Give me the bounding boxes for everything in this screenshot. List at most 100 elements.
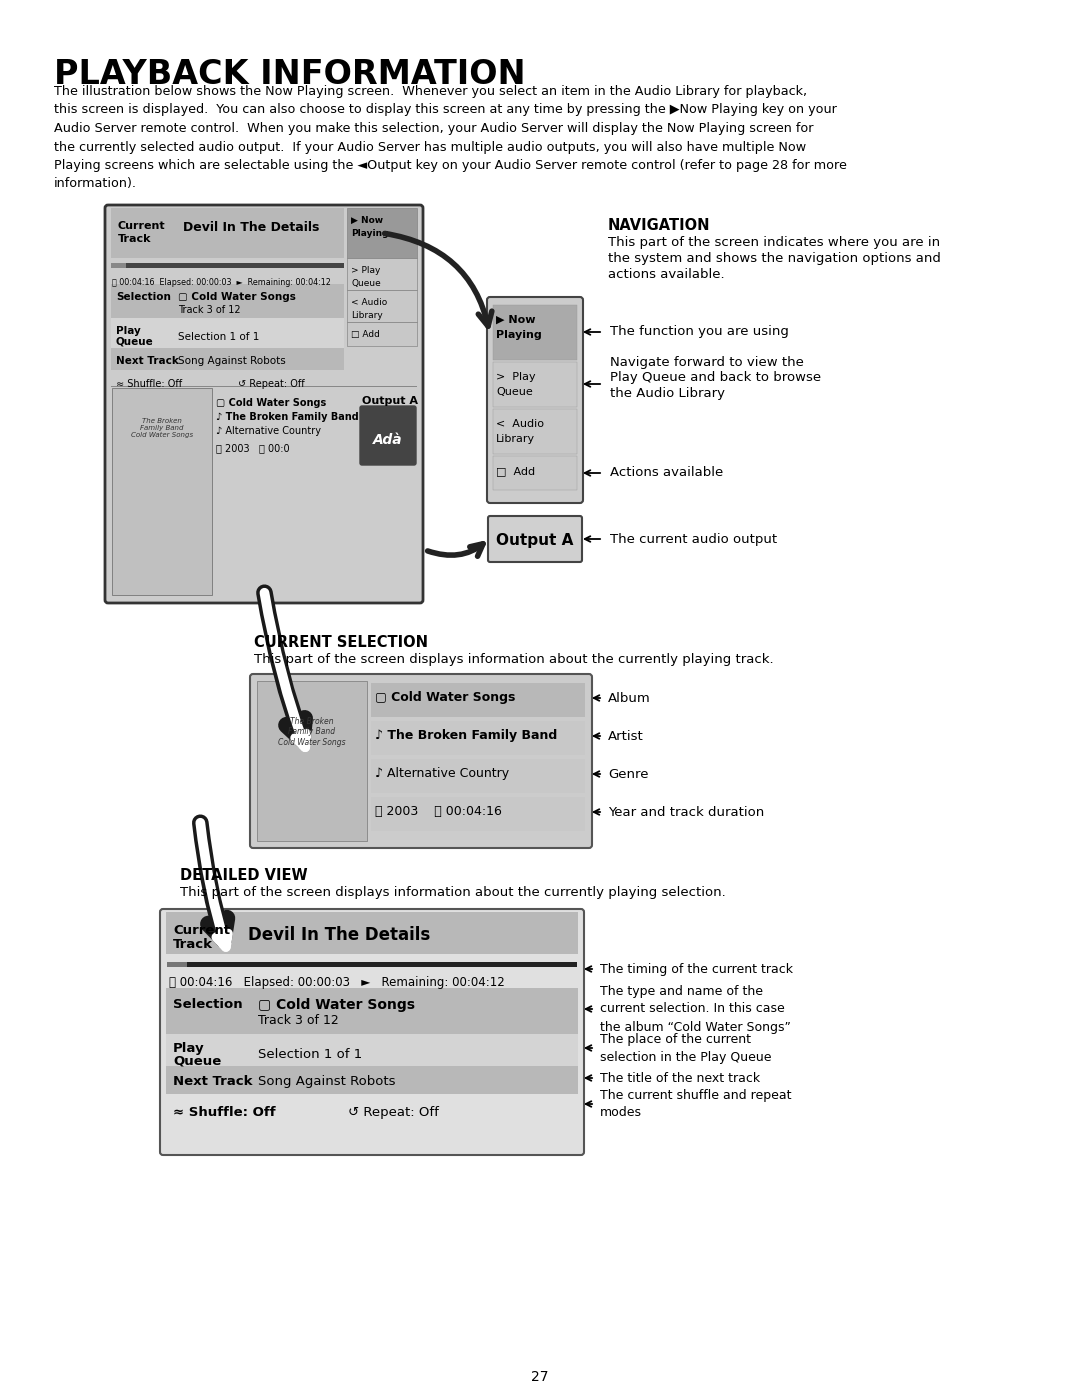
Text: Selection 1 of 1: Selection 1 of 1 [178,332,259,342]
Text: ⌚ 00:04:16  Elapsed: 00:00:03  ►  Remaining: 00:04:12: ⌚ 00:04:16 Elapsed: 00:00:03 ► Remaining… [112,278,330,286]
Text: The place of the current
selection in the Play Queue: The place of the current selection in th… [600,1032,771,1063]
Bar [111,319,345,348]
Text: Queue: Queue [351,279,381,288]
Bar [111,284,345,319]
Text: Devil In The Details: Devil In The Details [183,221,320,235]
Text: Next Track: Next Track [116,356,179,366]
Text: ▶ Now: ▶ Now [496,314,536,326]
FancyBboxPatch shape [360,407,416,465]
Text: Selection 1 of 1: Selection 1 of 1 [258,1048,362,1060]
Text: >  Play: > Play [496,372,536,381]
Text: Queue: Queue [116,337,153,346]
Text: Play Queue and back to browse: Play Queue and back to browse [610,372,821,384]
Text: actions available.: actions available. [608,268,725,281]
Bar [166,988,578,1034]
Text: The illustration below shows the Now Playing screen.  Whenever you select an ite: The illustration below shows the Now Pla… [54,85,847,190]
Bar [111,208,345,258]
Bar [167,963,577,967]
Text: ≈ Shuffle: Off: ≈ Shuffle: Off [173,1106,275,1119]
Text: Devil In The Details: Devil In The Details [248,926,430,944]
Text: Artist: Artist [608,729,644,742]
Text: ♪ Alternative Country: ♪ Alternative Country [216,426,321,436]
Bar [111,348,345,370]
Text: Track: Track [118,235,151,244]
Text: ⎓ 2003   ⌚ 00:0: ⎓ 2003 ⌚ 00:0 [216,443,289,453]
Text: This part of the screen displays information about the currently playing selecti: This part of the screen displays informa… [180,886,726,900]
Bar [111,263,126,268]
Text: ⌚ 00:04:16   Elapsed: 00:00:03   ►   Remaining: 00:04:12: ⌚ 00:04:16 Elapsed: 00:00:03 ► Remaining… [168,977,504,989]
Text: Current: Current [118,221,165,231]
Text: Song Against Robots: Song Against Robots [258,1076,395,1088]
Bar [257,680,367,841]
Text: The type and name of the
current selection. In this case
the album “Cold Water S: The type and name of the current selecti… [600,985,791,1034]
Text: The function you are using: The function you are using [610,326,788,338]
Text: ♪ Alternative Country: ♪ Alternative Country [375,767,509,780]
Text: Next Track: Next Track [173,1076,253,1088]
Text: Track 3 of 12: Track 3 of 12 [178,305,241,314]
Text: ▢ Cold Water Songs: ▢ Cold Water Songs [375,692,515,704]
Text: Playing: Playing [351,229,389,237]
Bar [347,208,417,258]
Text: ▢ Cold Water Songs: ▢ Cold Water Songs [216,398,326,408]
Text: ♪ The Broken Family Band: ♪ The Broken Family Band [375,729,557,742]
Text: Navigate forward to view the: Navigate forward to view the [610,356,804,369]
Bar [372,798,585,831]
FancyBboxPatch shape [488,515,582,562]
Bar [372,759,585,793]
FancyBboxPatch shape [160,909,584,1155]
Bar [347,291,417,321]
Bar [167,963,187,967]
Text: Library: Library [496,434,535,444]
Bar [166,912,578,954]
Text: Year and track duration: Year and track duration [608,806,765,819]
Text: Track 3 of 12: Track 3 of 12 [258,1014,339,1027]
Text: Selection: Selection [116,292,171,302]
Text: ▢ Cold Water Songs: ▢ Cold Water Songs [258,997,415,1011]
Text: DETAILED VIEW: DETAILED VIEW [180,868,308,883]
Bar [166,1034,578,1066]
Text: This part of the screen indicates where you are in: This part of the screen indicates where … [608,236,940,249]
Text: The timing of the current track: The timing of the current track [600,963,793,975]
Bar [347,321,417,346]
Text: ↺ Repeat: Off: ↺ Repeat: Off [348,1106,438,1119]
Text: the Audio Library: the Audio Library [610,387,725,400]
Text: Genre: Genre [608,767,648,781]
Text: Playing: Playing [496,330,542,339]
Text: 27: 27 [531,1370,549,1384]
Text: ↺ Repeat: Off: ↺ Repeat: Off [238,379,305,388]
Text: Output A: Output A [362,395,418,407]
Text: ≈ Shuffle: Off: ≈ Shuffle: Off [116,379,183,388]
Text: The current audio output: The current audio output [610,532,778,545]
Bar [492,455,577,490]
FancyBboxPatch shape [105,205,423,604]
Text: CURRENT SELECTION: CURRENT SELECTION [254,636,428,650]
Text: > Play: > Play [351,265,380,275]
Text: Track: Track [173,937,213,951]
Text: < Audio: < Audio [351,298,388,307]
Text: □ Add: □ Add [351,330,380,339]
Text: Album: Album [608,692,651,704]
Text: Play: Play [173,1042,204,1055]
Text: This part of the screen displays information about the currently playing track.: This part of the screen displays informa… [254,652,773,666]
Text: Play: Play [116,326,140,337]
Text: ⎓ 2003    ⌚ 00:04:16: ⎓ 2003 ⌚ 00:04:16 [375,805,502,819]
Bar [166,1066,578,1094]
FancyBboxPatch shape [487,298,583,503]
Text: The Broken
Family Band
Cold Water Songs: The Broken Family Band Cold Water Songs [279,717,346,747]
Text: The Broken
Family Band
Cold Water Songs: The Broken Family Band Cold Water Songs [131,418,193,439]
Text: Queue: Queue [173,1055,221,1067]
Text: Selection: Selection [173,997,243,1011]
Bar [492,305,577,360]
Bar [492,409,577,454]
Bar [112,388,212,595]
Text: Song Against Robots: Song Against Robots [178,356,286,366]
Text: The current shuffle and repeat
modes: The current shuffle and repeat modes [600,1088,792,1119]
Text: Queue: Queue [496,387,532,397]
Text: The title of the next track: The title of the next track [600,1071,760,1084]
Bar [372,721,585,754]
Bar [111,263,345,268]
Text: Library: Library [351,312,382,320]
Text: Current: Current [173,923,230,937]
FancyBboxPatch shape [249,673,592,848]
Text: Adà: Adà [374,433,403,447]
